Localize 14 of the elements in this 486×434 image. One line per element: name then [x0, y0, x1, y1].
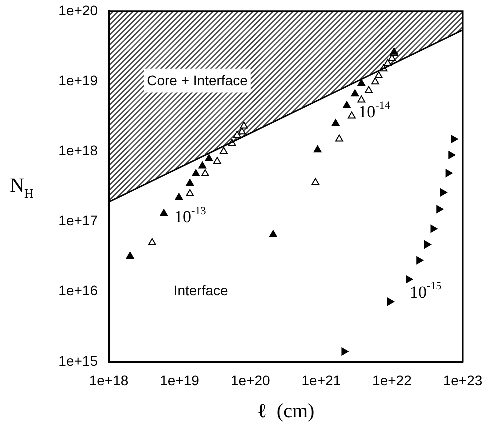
y-tick-label: 1e+20: [58, 2, 98, 18]
annotation: Interface: [174, 282, 228, 299]
x-tick-label: 1e+20: [230, 372, 270, 388]
x-axis-title: ℓ (cm): [257, 400, 315, 422]
y-tick-label: 1e+16: [58, 282, 98, 299]
x-tick-label: 1e+19: [160, 372, 200, 388]
y-tick-label: 1e+18: [58, 142, 98, 158]
x-tick-label: 1e+18: [89, 372, 129, 388]
x-tick-label: 1e+21: [302, 372, 342, 388]
y-tick-label: 1e+19: [58, 72, 98, 88]
x-tick-label: 1e+23: [443, 372, 483, 388]
y-tick-label: 1e+15: [58, 352, 98, 369]
x-tick-label: 1e+22: [372, 372, 412, 388]
y-tick-label: 1e+17: [58, 212, 98, 229]
